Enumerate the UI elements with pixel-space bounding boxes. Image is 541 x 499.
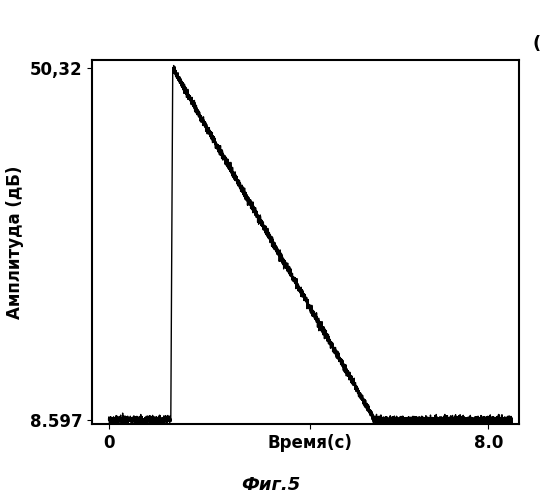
Text: Фиг.5: Фиг.5 [241, 476, 300, 494]
Y-axis label: Амплитуда (дБ): Амплитуда (дБ) [6, 165, 24, 319]
Text: (б): (б) [532, 35, 541, 53]
